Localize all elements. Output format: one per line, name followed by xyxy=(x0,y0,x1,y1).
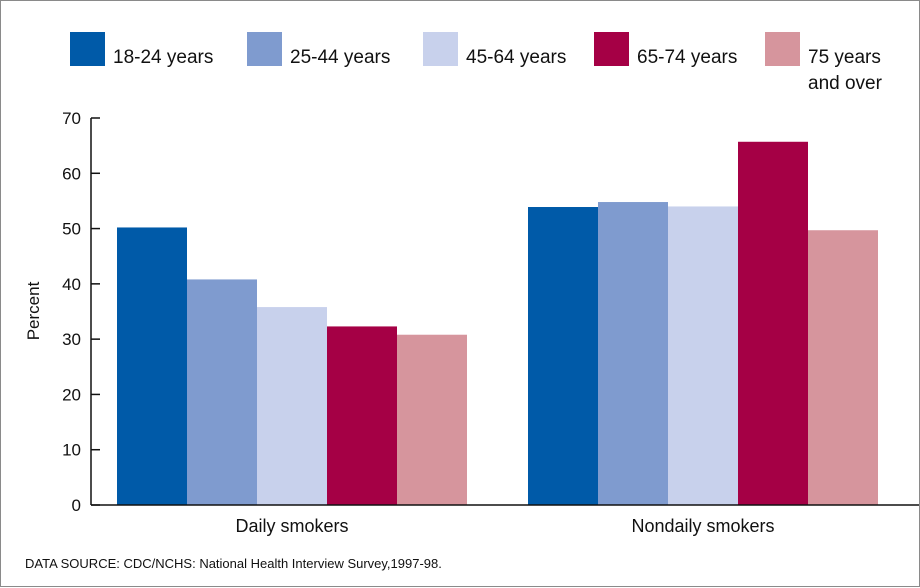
legend-swatch xyxy=(765,32,800,66)
bar xyxy=(397,334,467,505)
bar xyxy=(187,279,257,505)
y-tick-label: 40 xyxy=(62,275,81,294)
y-axis: 0 10 20 30 40 50 60 70 Percent xyxy=(24,109,100,515)
y-tick-label: 50 xyxy=(62,220,81,239)
bar xyxy=(257,307,327,505)
legend-item: 75 years and over xyxy=(765,32,883,94)
legend-label: 25-44 years xyxy=(290,47,390,68)
bar xyxy=(528,207,598,505)
bar-group xyxy=(528,141,878,506)
bar xyxy=(598,202,668,505)
bar xyxy=(327,326,397,505)
legend-swatch xyxy=(247,32,282,66)
bar xyxy=(668,206,738,505)
bars xyxy=(117,141,878,506)
x-axis: Daily smokers Nondaily smokers xyxy=(91,504,919,536)
legend-label: 75 years xyxy=(808,47,881,68)
y-axis-title: Percent xyxy=(24,281,43,340)
y-tick-label: 70 xyxy=(62,109,81,128)
legend-item: 18-24 years xyxy=(70,32,213,68)
bar xyxy=(808,230,878,506)
y-tick-label: 20 xyxy=(62,385,81,404)
legend-swatch xyxy=(423,32,458,66)
legend-label: 65-74 years xyxy=(637,47,737,68)
legend-label: 18-24 years xyxy=(113,47,213,68)
data-source-note: DATA SOURCE: CDC/NCHS: National Health I… xyxy=(25,556,442,571)
bar xyxy=(117,227,187,506)
legend-item: 45-64 years xyxy=(423,32,566,68)
legend: 18-24 years 25-44 years 45-64 years 65-74 y… xyxy=(70,32,883,94)
legend-label: 45-64 years xyxy=(466,47,566,68)
y-tick-label: 60 xyxy=(62,164,81,183)
bar-group xyxy=(117,227,467,506)
y-tick-label: 10 xyxy=(62,441,81,460)
legend-label: and over xyxy=(808,73,883,94)
legend-item: 25-44 years xyxy=(247,32,390,68)
x-category-label: Daily smokers xyxy=(235,516,348,536)
legend-swatch xyxy=(594,32,629,66)
y-tick-label: 30 xyxy=(62,330,81,349)
bar xyxy=(738,141,808,505)
x-category-label: Nondaily smokers xyxy=(631,516,774,536)
legend-swatch xyxy=(70,32,105,66)
legend-item: 65-74 years xyxy=(594,32,737,68)
y-tick-label: 0 xyxy=(72,496,81,515)
